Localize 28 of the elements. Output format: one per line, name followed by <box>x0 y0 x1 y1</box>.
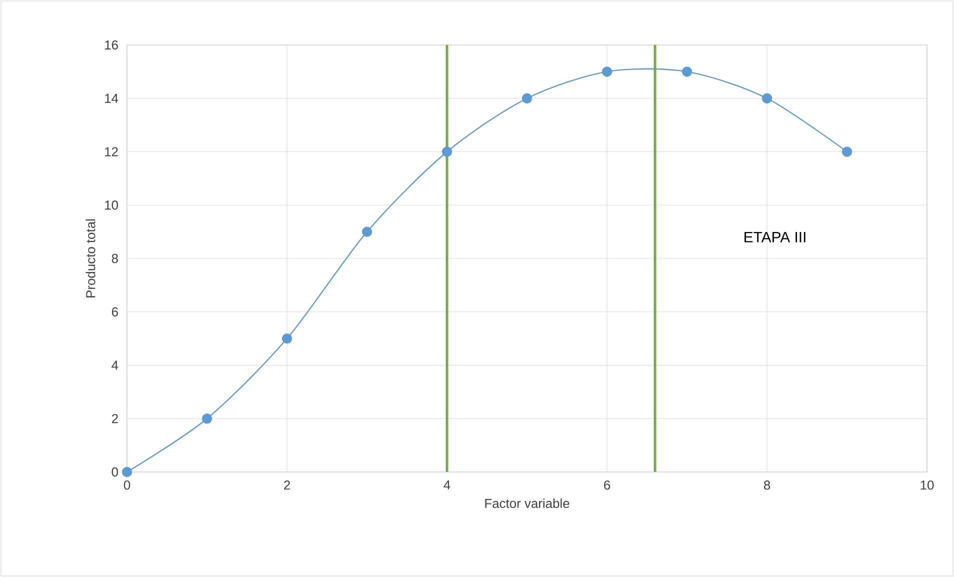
point <box>602 66 612 77</box>
x-tick-label: 2 <box>284 480 290 490</box>
y-tick-label: 6 <box>112 307 118 316</box>
point <box>842 146 852 157</box>
x-tick-label: 0 <box>124 480 130 490</box>
x-tick-label: 4 <box>444 480 450 490</box>
point <box>122 466 132 478</box>
point <box>202 414 212 424</box>
y-tick-label: 16 <box>105 40 118 50</box>
point <box>362 226 372 237</box>
y-tick-label: 12 <box>105 147 118 156</box>
x-tick-label: 10 <box>920 480 934 490</box>
y-tick-label: 2 <box>112 414 118 424</box>
x-axis-title: Factor variable <box>485 498 570 508</box>
y-tick-label: 4 <box>112 360 118 370</box>
annotation: ETAPA III <box>744 232 806 242</box>
y-tick-label: 8 <box>112 254 118 264</box>
point <box>762 93 772 104</box>
point <box>522 93 532 104</box>
y-axis-title: Producto total <box>86 219 96 298</box>
point <box>442 146 452 157</box>
y-tick-label: 0 <box>112 467 118 477</box>
x-tick-label: 6 <box>604 480 610 490</box>
point <box>282 333 292 344</box>
y-tick-label: 10 <box>105 200 118 210</box>
point <box>682 66 692 77</box>
x-tick-label: 8 <box>764 480 770 490</box>
y-tick-label: 14 <box>105 94 118 103</box>
